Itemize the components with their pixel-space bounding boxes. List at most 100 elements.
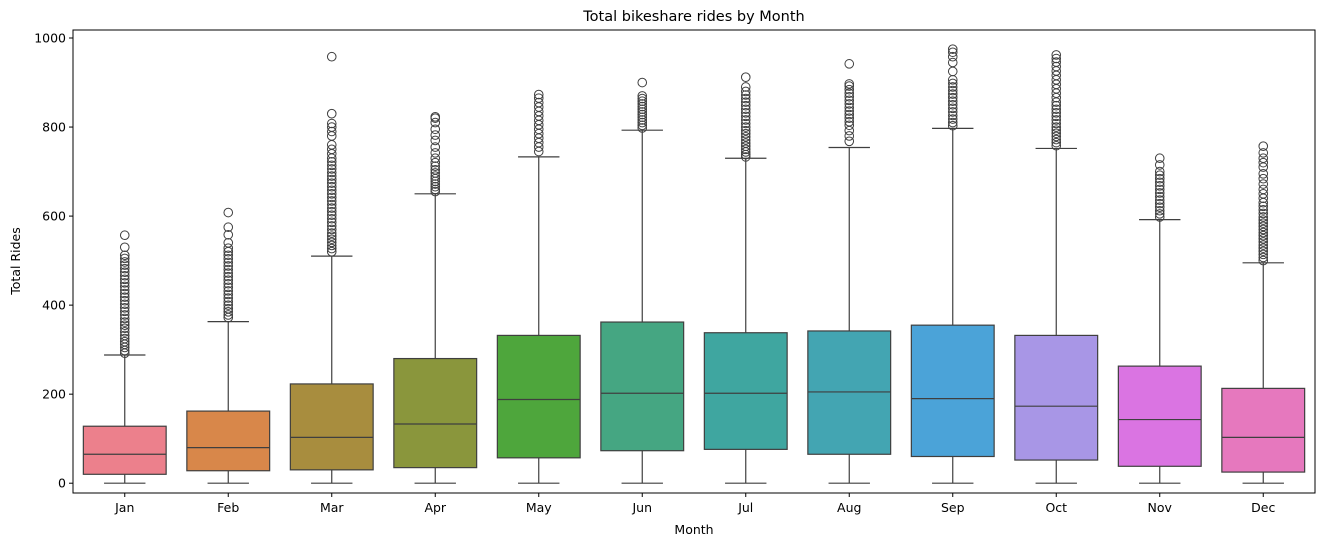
iqr-box — [703, 332, 788, 450]
outlier-point — [223, 243, 234, 253]
outlier-point — [1154, 198, 1165, 209]
outlier-point — [740, 141, 751, 151]
y-tick-label: 800 — [42, 120, 66, 135]
iqr-box — [82, 425, 167, 475]
outlier-point — [1258, 246, 1269, 257]
y-tick-label: 200 — [42, 387, 66, 402]
outlier-point — [326, 231, 337, 241]
x-axis-label: Month — [674, 522, 713, 537]
x-tick-label: Nov — [1148, 500, 1173, 515]
outlier-point — [844, 109, 855, 120]
outlier-point — [1051, 104, 1062, 115]
outlier-point — [740, 132, 751, 142]
y-axis: 0 200 400 600 800 1000 — [34, 31, 73, 491]
outlier-point — [1258, 179, 1269, 189]
outlier-point — [844, 113, 855, 123]
x-tick-label: Sep — [941, 500, 965, 515]
outlier-point — [119, 285, 130, 295]
outlier-point — [637, 123, 648, 133]
outlier-point — [119, 317, 130, 327]
outlier-point — [430, 181, 441, 192]
outlier-point — [637, 104, 648, 115]
y-tick-label: 400 — [42, 298, 66, 313]
outlier-point — [223, 254, 234, 264]
plot-area — [82, 44, 1306, 484]
outlier-point — [947, 96, 958, 107]
x-tick-label: Jun — [631, 500, 652, 515]
outlier-point — [1051, 125, 1062, 135]
outlier-point — [1051, 61, 1062, 72]
iqr-box — [807, 330, 892, 455]
outlier-point — [326, 185, 337, 196]
outlier-point — [326, 126, 337, 137]
outlier-point — [947, 66, 958, 77]
outlier-point — [1051, 57, 1062, 67]
outlier-point — [1154, 173, 1165, 184]
outlier-point — [1051, 137, 1062, 148]
outlier-point — [223, 303, 234, 314]
outlier-point — [326, 156, 337, 167]
outlier-point — [740, 128, 751, 139]
outlier-point — [947, 85, 958, 96]
iqr-box — [393, 357, 478, 469]
outlier-point — [1154, 195, 1165, 205]
outlier-point — [119, 313, 130, 324]
outlier-point — [119, 260, 130, 270]
outlier-point — [1154, 212, 1165, 222]
outlier-point — [947, 92, 958, 103]
outlier-point — [1258, 237, 1269, 247]
outlier-point — [430, 153, 441, 164]
x-tick-label: Oct — [1045, 500, 1067, 515]
outlier-point — [740, 86, 751, 97]
outlier-point — [1258, 184, 1269, 195]
outlier-point — [223, 264, 234, 275]
outlier-point — [223, 286, 234, 296]
outlier-point — [326, 213, 337, 224]
outlier-point — [1051, 118, 1062, 129]
outlier-point — [740, 82, 751, 92]
outlier-point — [119, 320, 130, 330]
outlier-point — [223, 271, 234, 282]
outlier-point — [1051, 131, 1062, 142]
outlier-point — [223, 278, 234, 289]
outlier-point — [430, 186, 441, 197]
outlier-point — [1258, 153, 1269, 164]
outlier-point — [637, 96, 648, 107]
outlier-point — [947, 82, 958, 92]
iqr-box — [1117, 365, 1202, 467]
outlier-point — [1258, 255, 1269, 266]
outlier-point — [223, 229, 234, 240]
outlier-point — [326, 171, 337, 181]
outlier-point — [326, 181, 337, 192]
outlier-point — [119, 327, 130, 337]
outlier-point — [740, 93, 751, 104]
outlier-point — [740, 108, 751, 118]
outlier-point — [430, 117, 441, 128]
outlier-point — [740, 122, 751, 132]
outlier-point — [326, 203, 337, 213]
chart-title: Total bikeshare rides by Month — [582, 9, 804, 25]
outlier-point — [326, 51, 337, 62]
outlier-point — [1154, 177, 1165, 188]
outlier-point — [119, 270, 130, 281]
outlier-point — [223, 268, 234, 278]
outlier-point — [223, 307, 234, 317]
outlier-point — [947, 107, 958, 117]
outlier-point — [119, 333, 130, 344]
outlier-point — [1154, 205, 1165, 216]
outlier-point — [1154, 153, 1165, 164]
outlier-point — [223, 289, 234, 300]
outlier-point — [740, 72, 751, 82]
outlier-point — [637, 117, 648, 128]
outlier-point — [119, 263, 130, 274]
outlier-point — [947, 47, 958, 58]
box-oct — [1014, 50, 1099, 484]
outlier-point — [1258, 212, 1269, 222]
outlier-point — [740, 125, 751, 136]
outlier-point — [430, 168, 441, 178]
outlier-point — [533, 97, 544, 108]
outlier-point — [947, 110, 958, 121]
outlier-point — [326, 196, 337, 206]
outlier-point — [1258, 208, 1269, 219]
outlier-point — [326, 167, 337, 178]
